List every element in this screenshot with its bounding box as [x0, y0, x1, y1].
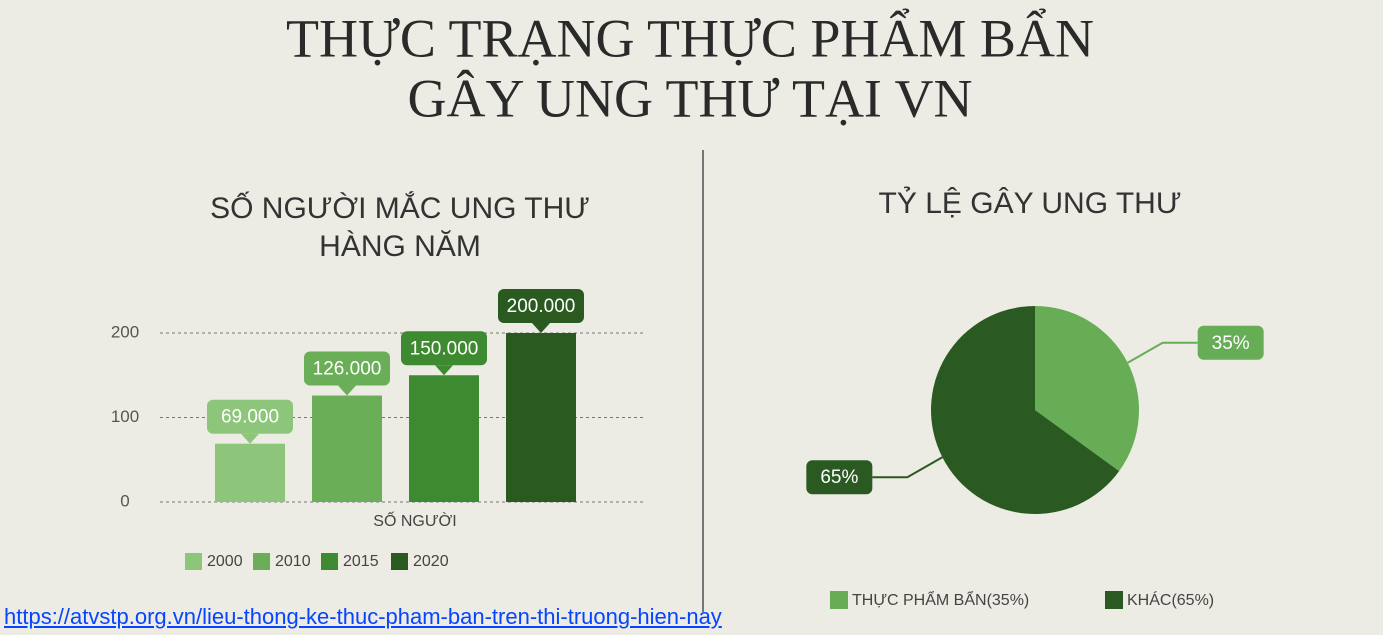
value-label-box [806, 460, 873, 495]
value-label: 150.000 [410, 338, 479, 359]
y-tick-label: 0 [120, 491, 129, 510]
y-tick-label: 100 [111, 407, 139, 426]
value-label: 35% [1212, 333, 1250, 354]
bar [409, 375, 479, 502]
bar [506, 333, 576, 502]
value-label-box [401, 331, 487, 366]
source-link[interactable]: https://atvstp.org.vn/lieu-thong-ke-thuc… [4, 604, 722, 629]
chart-title: TỶ LỆ GÂY UNG THƯ [879, 186, 1182, 220]
legend-label: 2010 [275, 553, 311, 570]
bar [312, 395, 382, 502]
legend-swatch [1105, 591, 1123, 609]
x-axis-label: SỐ NGƯỜI [373, 510, 456, 530]
value-label: 69.000 [221, 407, 279, 428]
legend-label: 2015 [343, 553, 379, 570]
value-label-pointer [338, 385, 356, 396]
value-label-box [1197, 325, 1264, 360]
value-label-pointer [532, 323, 550, 333]
legend-swatch [253, 553, 270, 570]
value-label: 200.000 [507, 296, 576, 317]
value-label-box [498, 289, 584, 323]
legend-label: 2020 [413, 553, 449, 570]
chart-title: HÀNG NĂM [319, 230, 481, 263]
legend-swatch [391, 553, 408, 570]
value-label: 65% [820, 467, 858, 488]
leader-line [1127, 341, 1198, 364]
value-label-pointer [241, 433, 259, 444]
value-label-box [207, 399, 293, 434]
value-label-box [304, 351, 390, 386]
chart-title: SỐ NGƯỜI MẮC UNG THƯ [210, 191, 590, 225]
bar [215, 443, 285, 502]
page-title: GÂY UNG THƯ TẠI VN [408, 68, 973, 128]
legend-label: 2000 [207, 553, 243, 570]
legend-swatch [185, 553, 202, 570]
value-label: 126.000 [313, 359, 382, 380]
pie-slice [931, 305, 1120, 514]
leader-line [872, 456, 943, 479]
legend-label: KHÁC(65%) [1127, 590, 1214, 609]
legend-label: THỰC PHẨM BẨN(35%) [852, 590, 1029, 609]
value-label-pointer [435, 365, 453, 376]
legend-swatch [321, 553, 338, 570]
legend-swatch [830, 591, 848, 609]
pie-slice [1035, 306, 1139, 472]
page-title: THỰC TRẠNG THỰC PHẨM BẨN [286, 6, 1094, 68]
y-tick-label: 200 [111, 322, 139, 341]
